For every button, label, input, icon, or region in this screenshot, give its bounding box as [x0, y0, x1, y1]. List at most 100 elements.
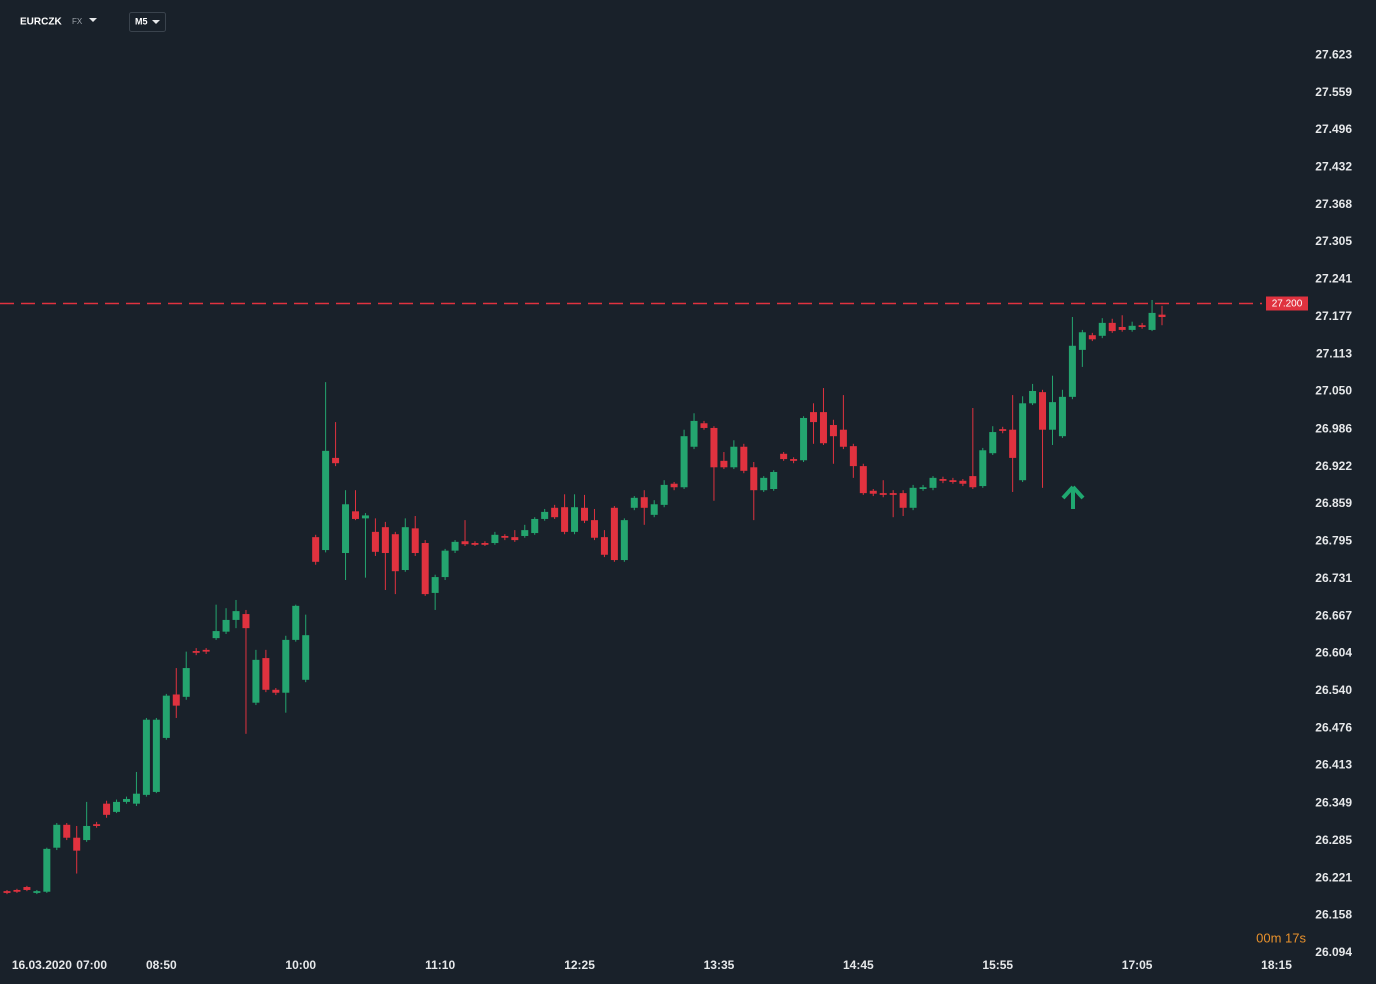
candle-body [819, 412, 827, 444]
candle-body [132, 793, 140, 804]
y-tick-label: 27.177 [1315, 309, 1352, 323]
candle-body [222, 619, 230, 632]
candle-body [710, 427, 718, 468]
candle-body [949, 480, 957, 482]
candle-body [610, 507, 618, 561]
candle-body [780, 453, 788, 460]
candle-body [322, 450, 330, 551]
candle-body [342, 504, 350, 554]
candle-body [1039, 392, 1047, 430]
candle-body [521, 530, 529, 536]
candle-body [113, 801, 121, 812]
candle-body [790, 459, 798, 461]
candle-body [620, 520, 628, 561]
candle-body [999, 429, 1007, 431]
y-tick-label: 26.604 [1315, 646, 1352, 660]
candle-body [859, 466, 867, 494]
candle-body [302, 635, 310, 680]
candle-body [1058, 396, 1066, 437]
y-tick-label: 26.731 [1315, 571, 1352, 585]
candle-body [172, 694, 180, 706]
countdown: 00m 17s [1256, 930, 1306, 945]
candle-body [939, 479, 947, 481]
candle-body [192, 651, 200, 653]
y-tick-label: 27.113 [1316, 347, 1352, 361]
candle-body [411, 528, 419, 554]
candle-body [760, 477, 768, 491]
timeframe-box[interactable] [129, 12, 166, 32]
candle-body [879, 493, 887, 495]
candle-body [252, 659, 260, 703]
candle-body [371, 531, 379, 552]
candle-body [700, 423, 708, 428]
candle-body [511, 537, 519, 541]
y-tick-label: 26.221 [1315, 870, 1352, 884]
y-tick-label: 26.922 [1315, 459, 1352, 473]
x-tick-label: 08:50 [146, 958, 177, 972]
x-tick-label: 18:15 [1261, 958, 1292, 972]
candle-body [889, 493, 897, 495]
timeframe[interactable]: M5 [135, 16, 148, 26]
candle-body [441, 550, 449, 578]
x-tick-label: 15:55 [982, 958, 1013, 972]
candle-body [93, 824, 101, 826]
candle-body [1148, 312, 1156, 330]
candle-body [152, 719, 160, 792]
x-tick-label: 14:45 [843, 958, 874, 972]
candle-body [401, 527, 409, 571]
candle-body [451, 541, 459, 551]
candle-body [1078, 332, 1086, 350]
candle-body [720, 460, 728, 468]
candle-body [1029, 390, 1037, 404]
candle-body [909, 487, 917, 508]
candle-body [541, 511, 549, 519]
candle-body [481, 543, 489, 545]
y-tick-label: 27.305 [1315, 234, 1352, 248]
candle-body [600, 537, 608, 555]
candle-body [83, 825, 91, 841]
candle-body [431, 577, 439, 593]
y-tick-label: 27.050 [1315, 384, 1352, 398]
y-tick-label: 27.623 [1315, 47, 1352, 61]
y-tick-label: 26.349 [1315, 795, 1352, 809]
candle-body [262, 658, 270, 690]
candle-body [23, 887, 31, 890]
candle-body [1019, 403, 1027, 481]
candle-body [1138, 325, 1146, 327]
candle-body [969, 476, 977, 488]
candle-body [461, 541, 469, 545]
y-tick-label: 26.158 [1315, 907, 1352, 921]
candle-body [571, 507, 579, 532]
candle-body [979, 450, 987, 487]
y-tick-label: 27.496 [1315, 122, 1352, 136]
y-tick-label: 26.986 [1315, 421, 1352, 435]
dropdown-arrow[interactable] [152, 20, 160, 24]
candle-body [1108, 322, 1116, 332]
x-tick-label: 16.03.2020 [12, 958, 72, 972]
candle-body [770, 471, 778, 490]
candle-body [590, 520, 598, 538]
y-tick-label: 26.859 [1315, 496, 1352, 510]
y-tick-label: 26.094 [1315, 945, 1352, 959]
candle-body [3, 891, 11, 893]
candle-body [272, 689, 280, 693]
dropdown-arrow[interactable] [89, 18, 97, 22]
candle-body [63, 824, 71, 838]
candle-body [501, 535, 509, 538]
candle-body [242, 614, 250, 629]
market[interactable]: FX [72, 17, 83, 26]
candle-body [232, 611, 240, 620]
candle-body [959, 480, 967, 484]
candle-body [869, 490, 877, 494]
candle-body [640, 497, 648, 508]
candle-body [1158, 314, 1166, 318]
candle-body [551, 507, 559, 518]
candle-body [989, 432, 997, 454]
candle-body [899, 493, 907, 508]
candle-body [491, 534, 499, 544]
symbol[interactable]: EURCZK [20, 17, 62, 28]
candle-body [212, 631, 220, 639]
candle-body [351, 511, 359, 519]
candle-body [1088, 335, 1096, 340]
